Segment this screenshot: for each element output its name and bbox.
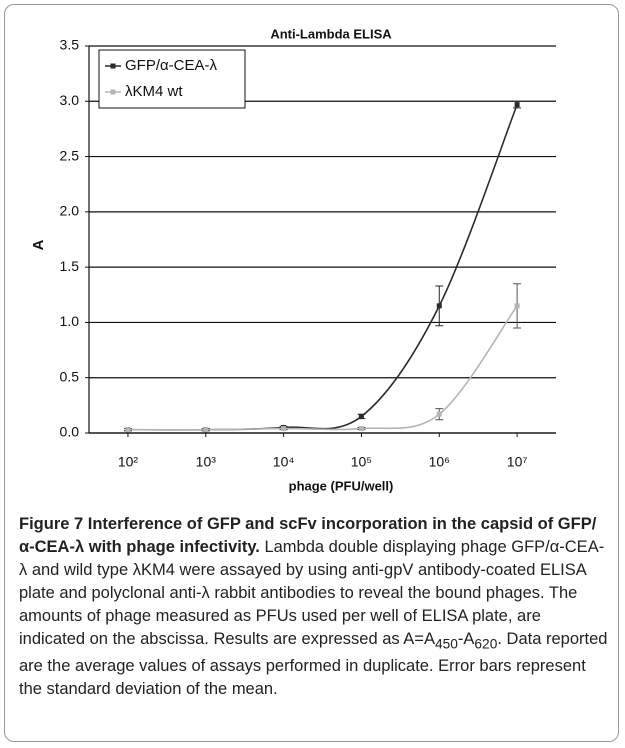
legend-marker bbox=[110, 63, 116, 69]
y-tick-label: 3.0 bbox=[60, 92, 80, 108]
x-tick-label: 10⁷ bbox=[507, 454, 528, 470]
caption-title: Figure 7 Interference of GFP and scFv in… bbox=[19, 515, 597, 556]
y-axis-label: A bbox=[30, 239, 47, 250]
x-tick-label: 10³ bbox=[196, 454, 217, 470]
y-tick-label: 3.5 bbox=[60, 37, 80, 53]
y-tick-label: 1.5 bbox=[60, 258, 80, 274]
x-tick-label: 10⁵ bbox=[351, 454, 372, 470]
caption-text: . Data reported are the average values o… bbox=[19, 630, 608, 699]
legend-label: λKM4 wt bbox=[125, 83, 183, 100]
point bbox=[436, 303, 442, 309]
y-tick-label: 2.5 bbox=[60, 147, 80, 163]
y-tick-label: 0.0 bbox=[60, 424, 80, 440]
x-tick-label: 10⁶ bbox=[429, 454, 450, 470]
caption-text: Lambda double displaying phage GFP/α-CEA… bbox=[19, 538, 605, 648]
series-line bbox=[127, 305, 518, 431]
caption-sub: 620 bbox=[474, 636, 498, 652]
caption-sub: 450 bbox=[434, 636, 458, 652]
point bbox=[358, 413, 364, 419]
y-tick-label: 2.0 bbox=[60, 203, 80, 219]
x-tick-label: 10⁴ bbox=[273, 454, 295, 470]
point bbox=[358, 426, 364, 432]
legend-box bbox=[98, 49, 246, 109]
x-axis-label: phage (PFU/well) bbox=[289, 478, 394, 493]
point bbox=[514, 102, 520, 108]
y-tick-label: 0.5 bbox=[60, 368, 80, 384]
chart: Anti-Lambda ELISA phage (PFU/well) A 0.0… bbox=[30, 26, 556, 493]
point bbox=[281, 426, 287, 432]
caption-text: -A bbox=[457, 630, 475, 648]
point bbox=[125, 427, 131, 433]
y-tick-label: 1.0 bbox=[60, 313, 80, 329]
point bbox=[514, 303, 520, 309]
x-tick-label: 10² bbox=[118, 454, 139, 470]
chart-title: Anti-Lambda ELISA bbox=[270, 26, 392, 41]
figure: Anti-Lambda ELISA phage (PFU/well) A 0.0… bbox=[4, 4, 619, 742]
legend-marker bbox=[110, 89, 116, 95]
point bbox=[436, 411, 442, 417]
caption: Figure 7 Interference of GFP and scFv in… bbox=[19, 513, 609, 701]
legend-label: GFP/α-CEA-λ bbox=[125, 57, 218, 74]
point bbox=[203, 427, 209, 433]
